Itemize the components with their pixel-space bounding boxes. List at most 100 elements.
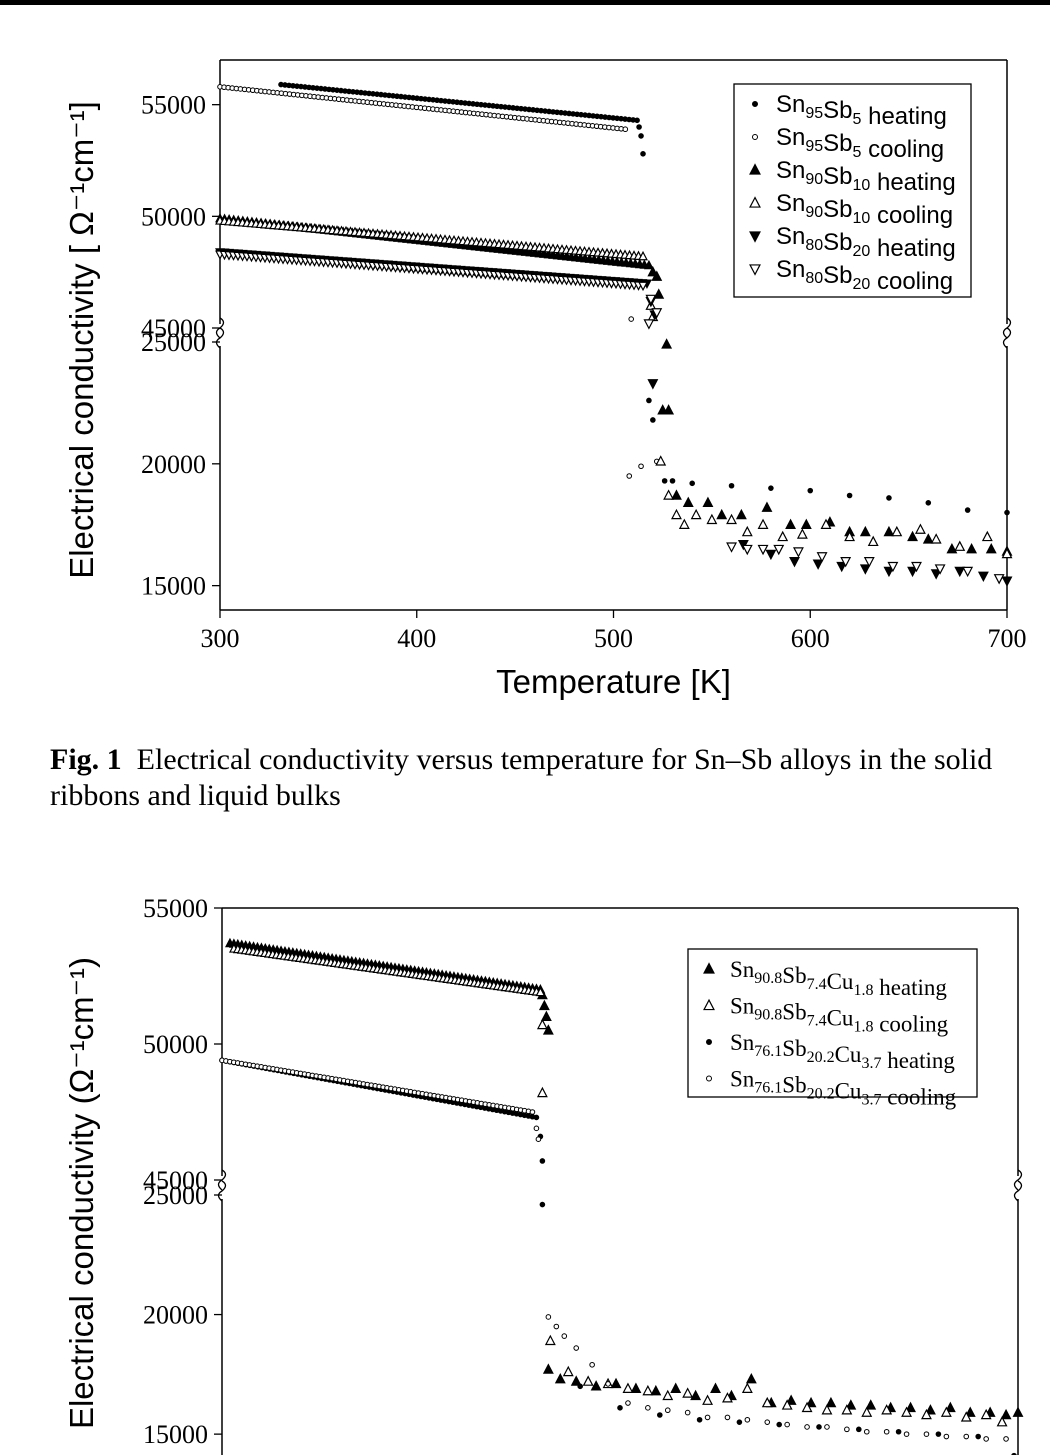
data-point [439, 1094, 445, 1100]
data-point [954, 540, 966, 551]
data-point [319, 951, 330, 962]
data-point [437, 969, 448, 979]
data-point [465, 976, 476, 987]
data-point [489, 1106, 496, 1113]
data-point [313, 1073, 320, 1079]
axis-break-mark [217, 1180, 227, 1202]
y-axis-label: Electrical conductivity (Ω⁻¹cm⁻¹) [63, 957, 100, 1429]
legend-marker [749, 163, 761, 175]
data-point [859, 564, 871, 575]
data-point [329, 957, 340, 967]
data-point [368, 1082, 375, 1088]
data-point [678, 518, 690, 529]
data-point [477, 978, 488, 988]
data-point [643, 259, 654, 270]
series-0 [278, 81, 1010, 516]
data-point [768, 485, 774, 491]
data-point [922, 533, 934, 544]
axis-break-mark [217, 1169, 227, 1191]
data-point [515, 981, 526, 991]
data-point [573, 1345, 580, 1351]
data-point [341, 959, 352, 969]
data-point [671, 508, 682, 520]
data-point [582, 1375, 594, 1386]
data-point [450, 1099, 456, 1106]
data-point [346, 1080, 353, 1087]
legend-marker [706, 1039, 712, 1045]
data-point [252, 946, 263, 956]
data-point [384, 1084, 390, 1091]
data-point [470, 1099, 477, 1105]
y-tick-label: 20000 [143, 1301, 208, 1330]
data-point [372, 963, 383, 974]
data-point [429, 968, 440, 978]
data-point [805, 1396, 817, 1408]
data-point [531, 983, 542, 993]
data-point [474, 1100, 481, 1106]
data-point [293, 1069, 300, 1076]
data-point [930, 569, 942, 580]
data-point [341, 1077, 347, 1084]
data-point [244, 940, 255, 951]
data-point [519, 984, 530, 994]
data-point [704, 1414, 711, 1421]
data-point [374, 959, 385, 970]
data-point [525, 1113, 532, 1119]
data-point [523, 982, 534, 992]
data-point [765, 1396, 777, 1408]
data-point [391, 966, 402, 976]
data-point [527, 982, 538, 993]
data-point [846, 492, 853, 499]
data-point [661, 478, 668, 484]
chart-2-axes: 45000 50000 55000 15000 20000 25000 Electrical… [63, 894, 1023, 1455]
data-point [482, 1101, 489, 1107]
data-point [402, 1090, 408, 1097]
data-point [517, 1107, 524, 1113]
data-point [710, 1382, 721, 1393]
data-point [413, 965, 424, 976]
data-point [268, 944, 279, 954]
data-point [426, 971, 437, 981]
x-tick-label: 700 [988, 624, 1027, 653]
data-point [386, 961, 397, 972]
data-point [425, 967, 436, 978]
data-point [398, 1090, 404, 1096]
data-point [448, 971, 459, 981]
data-point [816, 1424, 822, 1430]
data-point [977, 571, 989, 583]
data-point [466, 1098, 473, 1105]
data-point [230, 1059, 237, 1066]
data-point [342, 1079, 349, 1086]
data-point [628, 316, 635, 322]
y-tick-label: 25000 [143, 1181, 208, 1210]
data-point [247, 1062, 253, 1069]
data-point [223, 1058, 229, 1064]
data-point [761, 501, 773, 512]
data-point [478, 1100, 485, 1107]
data-point [473, 977, 484, 988]
legend-label: Sn95Sb5 cooling [776, 124, 944, 163]
data-point [605, 1381, 611, 1387]
y-axis-label: Electrical conductivity [ Ω⁻¹cm⁻¹] [63, 101, 100, 579]
data-point [764, 1419, 771, 1425]
data-point [544, 1334, 556, 1346]
data-point [283, 946, 294, 956]
data-point [405, 964, 416, 975]
data-point [785, 1394, 797, 1405]
data-point [338, 1079, 345, 1085]
legend-label: Sn80Sb20 cooling [776, 256, 953, 295]
data-point [722, 1392, 733, 1403]
data-point [302, 953, 313, 964]
data-point [625, 1400, 631, 1406]
data-point [485, 1105, 492, 1112]
data-point [374, 1085, 381, 1092]
legend-marker [752, 101, 758, 107]
data-point [1012, 1406, 1024, 1417]
data-point [446, 974, 457, 984]
data-point [800, 518, 812, 529]
data-point [262, 1064, 269, 1071]
data-point [462, 1098, 469, 1104]
data-point [256, 942, 267, 952]
data-point [662, 1389, 674, 1401]
data-point [757, 518, 769, 529]
